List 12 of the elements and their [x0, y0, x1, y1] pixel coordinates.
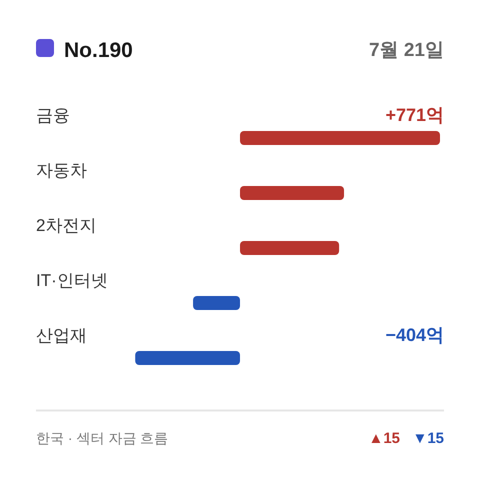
text: ▲15	[368, 430, 400, 447]
data-label: +771억	[385, 105, 444, 125]
y-tick-label: IT·인터넷	[36, 271, 108, 290]
y-tick-label: 산업재	[36, 326, 87, 345]
text: ▼15	[412, 430, 444, 447]
y-tick-label: 2차전지	[36, 216, 96, 235]
chart-subtitle: 7월 21일	[369, 40, 444, 61]
data-label: −404억	[385, 325, 444, 345]
text: 한국 · 섹터 자금 흐름	[36, 430, 168, 446]
y-tick-label: 금융	[36, 106, 70, 125]
chart-title: No.190	[64, 39, 133, 62]
y-tick-label: 자동차	[36, 161, 87, 180]
